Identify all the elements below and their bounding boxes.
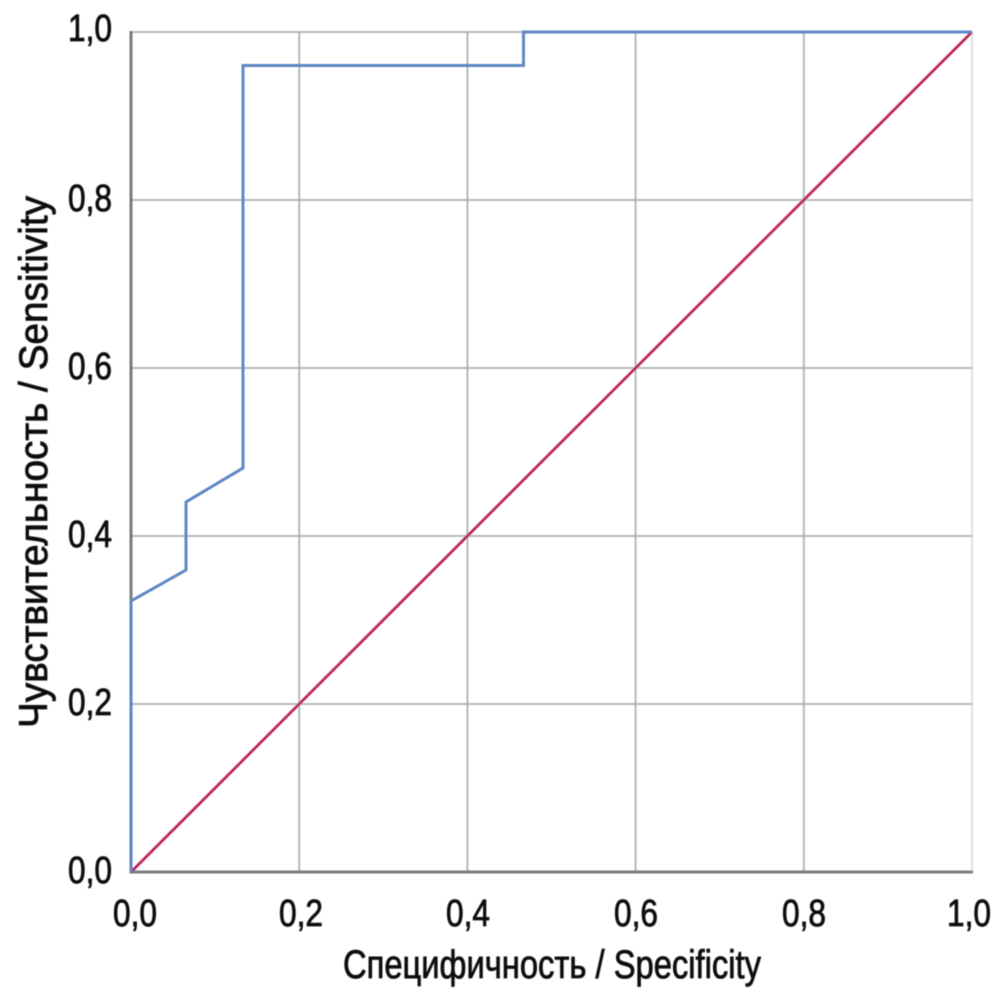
svg-text:Чувствительность / Sensitivity: Чувствительность / Sensitivity — [12, 196, 56, 728]
svg-text:0,6: 0,6 — [614, 893, 658, 935]
svg-text:0,2: 0,2 — [68, 682, 112, 724]
svg-text:0,8: 0,8 — [68, 178, 112, 220]
svg-text:1,0: 1,0 — [947, 893, 991, 935]
svg-text:0,8: 0,8 — [782, 893, 826, 935]
svg-text:1,0: 1,0 — [68, 8, 112, 50]
svg-text:0,6: 0,6 — [68, 346, 112, 388]
svg-text:0,4: 0,4 — [446, 893, 490, 935]
svg-text:Специфичность / Specificity: Специфичность / Specificity — [343, 943, 761, 987]
svg-text:0,0: 0,0 — [113, 893, 157, 935]
svg-text:0,4: 0,4 — [68, 514, 112, 556]
svg-text:0,0: 0,0 — [68, 850, 112, 892]
svg-text:0,2: 0,2 — [279, 893, 323, 935]
